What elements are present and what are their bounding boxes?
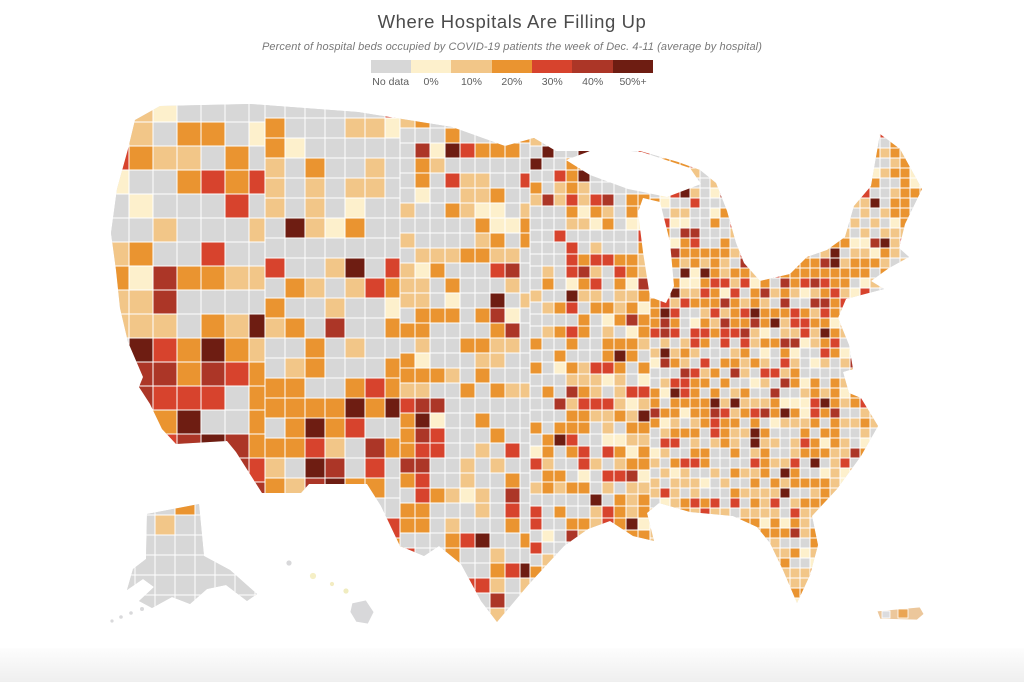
legend-swatch-row: [370, 60, 654, 73]
legend-swatch-10: [451, 60, 492, 73]
hawaii-island-maui: [342, 587, 350, 595]
alaska-county-mosaic: [127, 504, 257, 608]
legend-swatch-50plus: [612, 60, 654, 73]
chart-subtitle: Percent of hospital beds occupied by COV…: [262, 41, 762, 53]
lake-superior: [566, 148, 701, 197]
hawaii-island-molokai: [329, 581, 335, 587]
aleutian-islands: [110, 607, 144, 623]
legend-swatch-0: [410, 60, 452, 73]
legend-label-no-data: No data: [372, 76, 410, 88]
legend-label-20: 20%: [501, 76, 523, 88]
hawaii-island-oahu: [309, 572, 317, 580]
puerto-rico-inset: [876, 606, 925, 621]
legend-label-row: No data 0% 10% 20% 30% 40% 50%+: [371, 76, 654, 88]
lake-michigan: [638, 198, 674, 303]
legend-label-40: 40%: [582, 76, 604, 88]
legend-swatch-30: [532, 60, 573, 73]
legend-label-10: 10%: [460, 76, 482, 88]
chart-header: Where Hospitals Are Filling Up Percent o…: [0, 0, 1024, 88]
legend-swatch-no-data: [370, 60, 411, 73]
legend-label-50plus: 50%+: [619, 76, 647, 88]
puerto-rico-county-orange: [897, 608, 909, 619]
hawaii-inset: [285, 559, 375, 625]
puerto-rico-county-gray: [881, 610, 891, 619]
legend-label-30: 30%: [541, 76, 563, 88]
page-bottom-band: [0, 648, 1024, 682]
alaska-inset: [110, 504, 257, 623]
legend-swatch-20: [491, 60, 533, 73]
page-title: Where Hospitals Are Filling Up: [377, 11, 647, 32]
legend: No data 0% 10% 20% 30% 40% 50%+: [370, 60, 654, 88]
legend-swatch-40: [572, 60, 613, 73]
hawaii-island-kauai: [285, 559, 293, 567]
legend-label-0: 0%: [423, 76, 439, 88]
hawaii-island-big-island: [349, 599, 375, 625]
